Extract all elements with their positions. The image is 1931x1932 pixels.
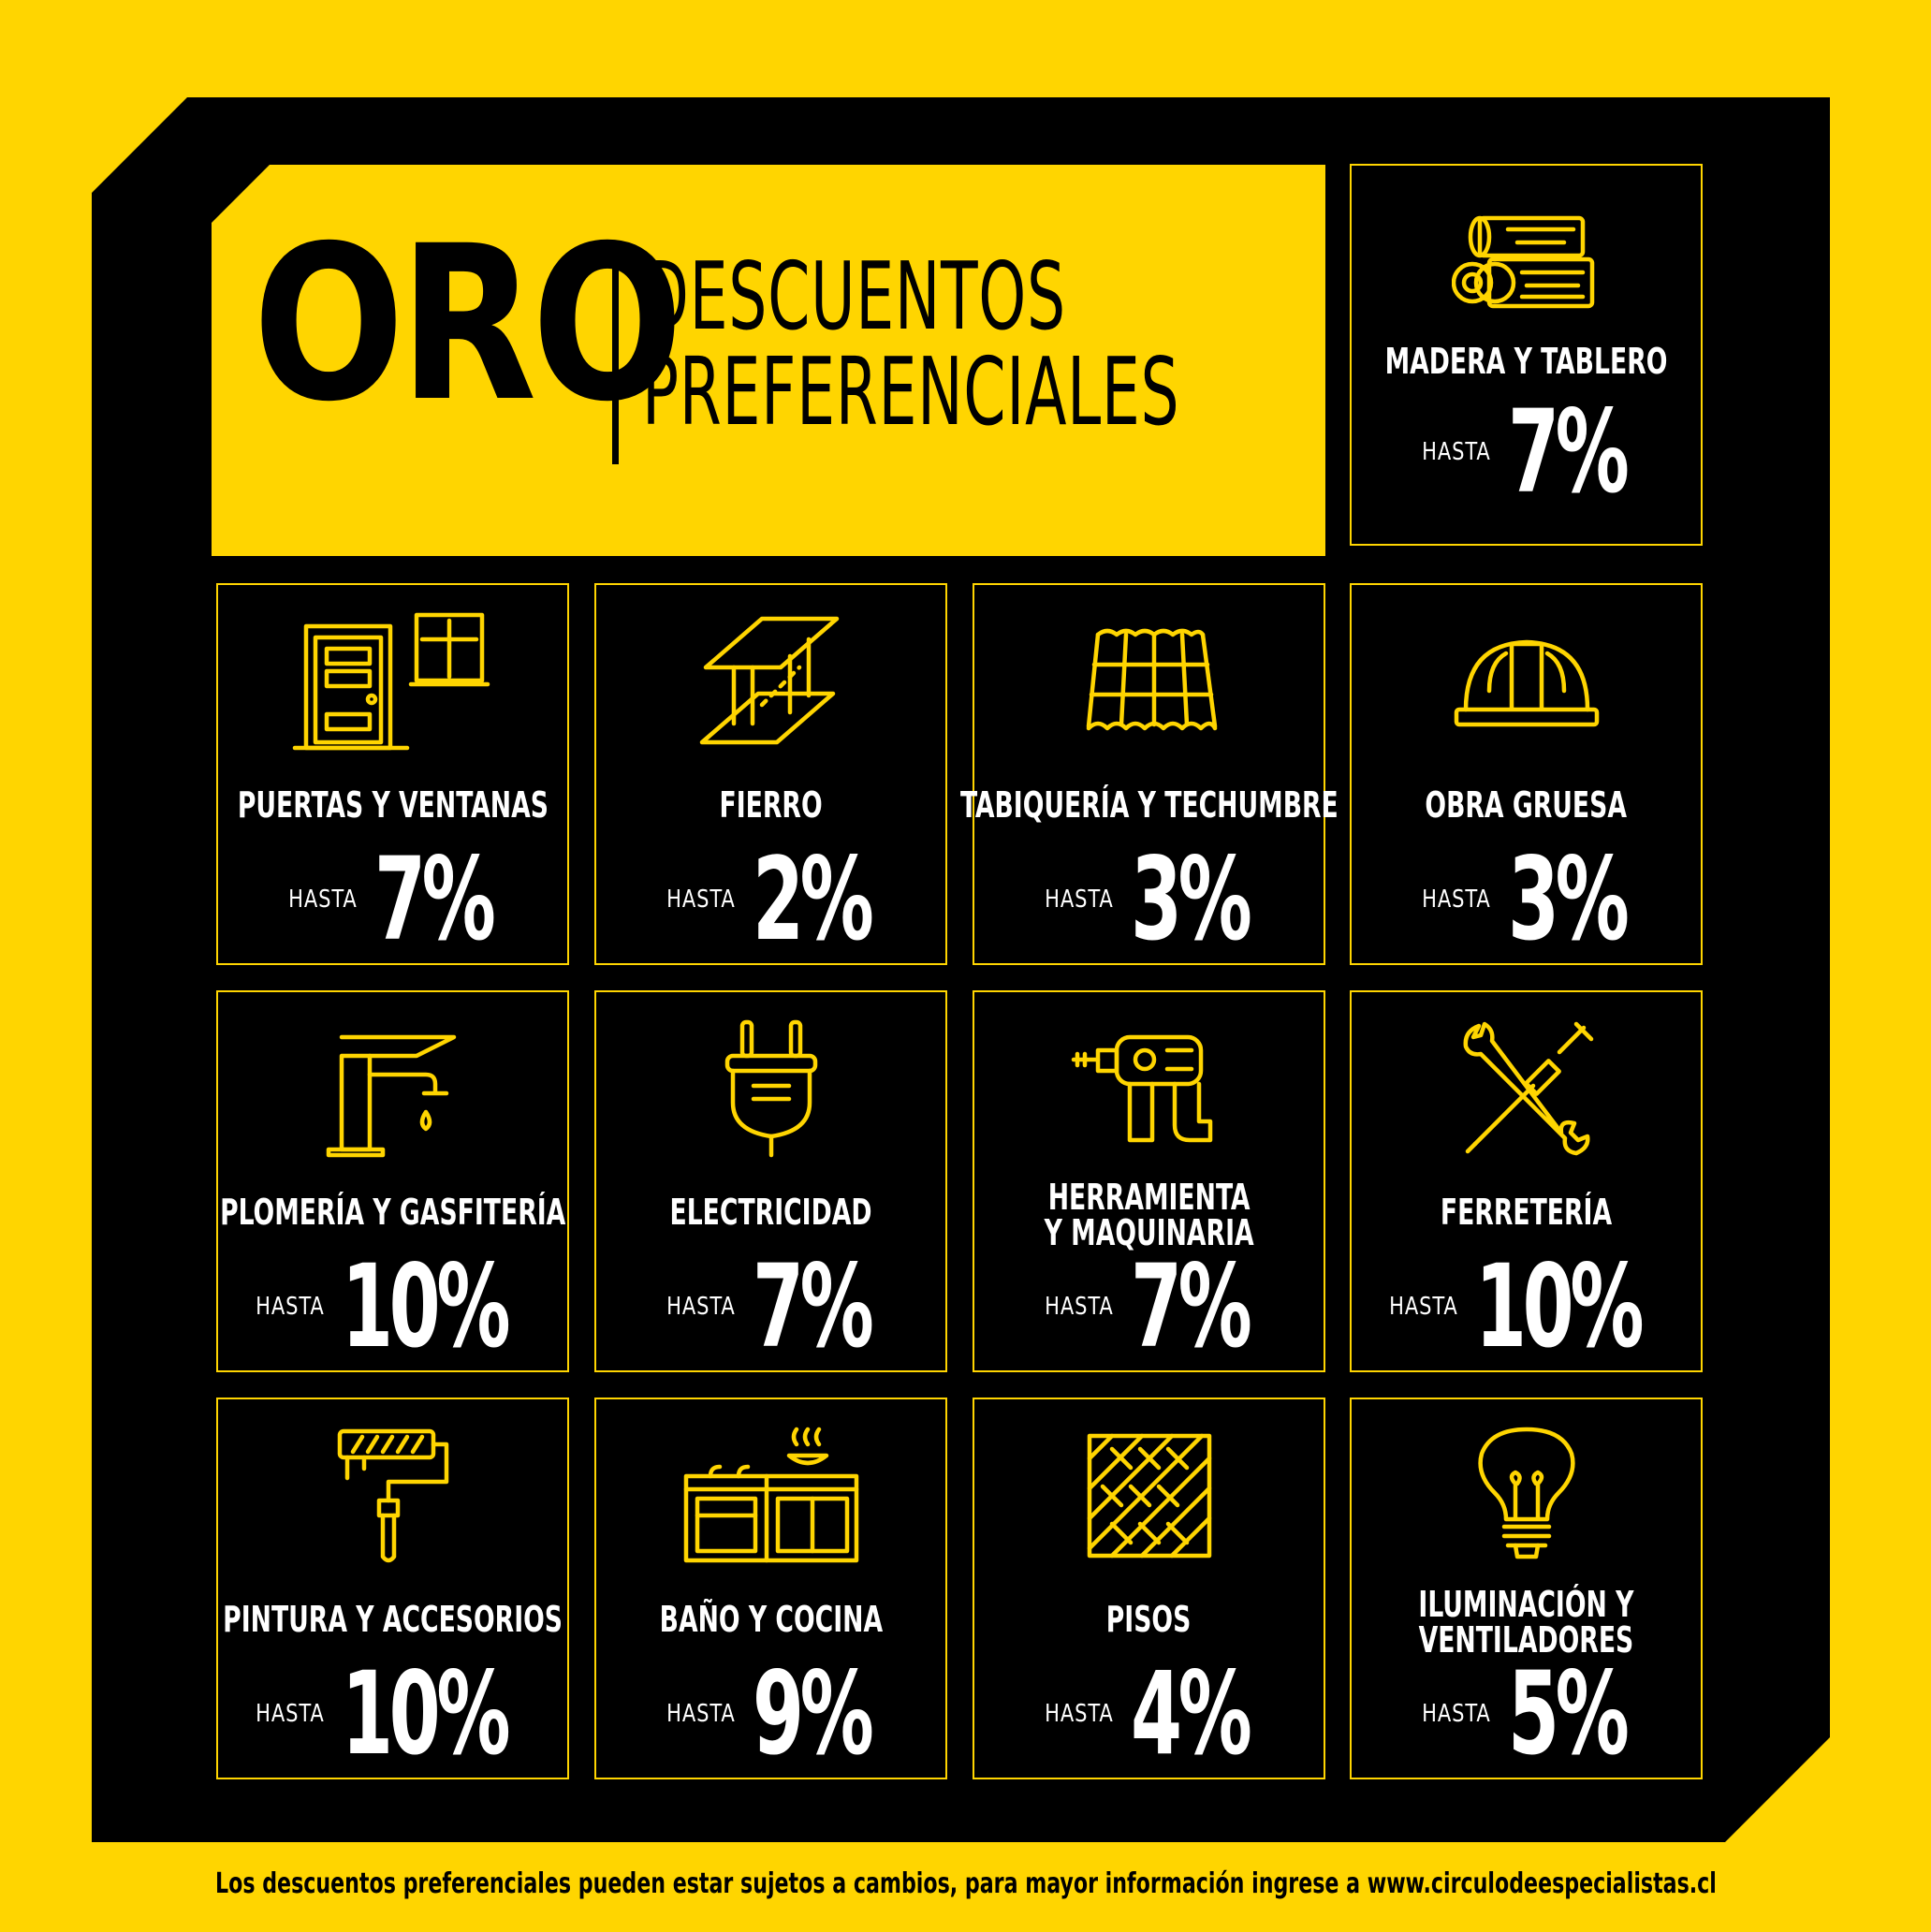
kitchen-icon — [596, 1426, 945, 1566]
discount-row: HASTA 7% — [974, 1240, 1324, 1373]
discount-value: 10% — [342, 1647, 511, 1780]
category-label: PUERTAS Y VENTANAS — [237, 784, 549, 826]
hard-hat-icon — [1352, 611, 1701, 752]
discount-value: 3% — [1508, 833, 1630, 966]
category-label: ELECTRICIDAD — [669, 1192, 872, 1233]
header-divider — [612, 266, 619, 464]
footer-text: Los descuentos preferenciales pueden est… — [214, 1867, 1717, 1900]
category-tile-pisos: PISOS HASTA 4% — [973, 1398, 1325, 1779]
category-label: ILUMINACIÓN Y VENTILADORES — [1418, 1584, 1634, 1661]
discount-row: HASTA 10% — [218, 1647, 567, 1780]
door-window-icon — [218, 611, 567, 752]
hasta-label: HASTA — [1422, 1700, 1492, 1728]
discount-row: HASTA 7% — [596, 1240, 945, 1373]
category-label: HERRAMIENTA Y MAQUINARIA — [1044, 1177, 1254, 1253]
discount-value: 10% — [1475, 1240, 1645, 1373]
discount-row: HASTA 7% — [218, 833, 567, 966]
subtitle-line-1: DESCUENTOS — [642, 242, 1066, 351]
hasta-label: HASTA — [256, 1293, 325, 1321]
discount-row: HASTA 3% — [974, 833, 1324, 966]
discount-row: HASTA 3% — [1352, 833, 1701, 966]
discount-value: 9% — [753, 1647, 874, 1780]
hasta-label: HASTA — [1045, 1293, 1115, 1321]
discount-value: 7% — [374, 833, 496, 966]
hasta-label: HASTA — [1045, 1700, 1115, 1728]
steel-beam-icon — [596, 611, 945, 752]
category-label: FIERRO — [719, 784, 823, 826]
category-label: PLOMERÍA Y GASFITERÍA — [219, 1192, 566, 1233]
category-tile-bano-cocina: BAÑO Y COCINA HASTA 9% — [594, 1398, 947, 1779]
paint-roller-icon — [218, 1426, 567, 1566]
roof-tiles-icon — [974, 611, 1324, 752]
brand-title: ORO — [253, 199, 683, 448]
category-tile-ferreteria: FERRETERÍA HASTA 10% — [1350, 990, 1703, 1372]
category-tile-obra-gruesa: OBRA GRUESA HASTA 3% — [1350, 583, 1703, 965]
category-label: PINTURA Y ACCESORIOS — [223, 1599, 563, 1640]
hasta-label: HASTA — [666, 886, 737, 914]
header-subtitle: DESCUENTOS PREFERENCIALES — [642, 249, 1179, 440]
hasta-label: HASTA — [666, 1293, 737, 1321]
category-tile-fierro: FIERRO HASTA 2% — [594, 583, 947, 965]
category-tile-plomeria: PLOMERÍA Y GASFITERÍA HASTA 10% — [216, 990, 569, 1372]
category-tile-electricidad: ELECTRICIDAD HASTA 7% — [594, 990, 947, 1372]
hasta-label: HASTA — [1422, 438, 1492, 466]
plug-icon — [596, 1018, 945, 1159]
category-tile-iluminacion: ILUMINACIÓN Y VENTILADORES HASTA 5% — [1350, 1398, 1703, 1779]
hasta-label: HASTA — [1389, 1293, 1458, 1321]
category-label: BAÑO Y COCINA — [659, 1599, 883, 1640]
category-tile-puertas: PUERTAS Y VENTANAS HASTA 7% — [216, 583, 569, 965]
discount-row: HASTA 2% — [596, 833, 945, 966]
light-bulb-icon — [1352, 1426, 1701, 1566]
discount-value: 7% — [1131, 1240, 1252, 1373]
hasta-label: HASTA — [666, 1700, 737, 1728]
header-banner: ORO DESCUENTOS PREFERENCIALES — [212, 165, 1325, 556]
category-label: MADERA Y TABLERO — [1384, 341, 1668, 382]
category-label: PISOS — [1106, 1599, 1192, 1640]
hasta-label: HASTA — [288, 886, 358, 914]
discount-value: 7% — [1508, 386, 1630, 519]
drill-icon — [974, 1018, 1324, 1159]
hasta-label: HASTA — [1045, 886, 1115, 914]
hasta-label: HASTA — [1422, 886, 1492, 914]
category-label: OBRA GRUESA — [1425, 784, 1628, 826]
discount-value: 4% — [1131, 1647, 1252, 1780]
discount-value: 5% — [1508, 1647, 1630, 1780]
category-tile-tabiqueria: TABIQUERÍA Y TECHUMBRE HASTA 3% — [959, 583, 1339, 966]
subtitle-line-2: PREFERENCIALES — [642, 337, 1180, 446]
wood-logs-icon — [1352, 192, 1701, 332]
parquet-floor-icon — [974, 1426, 1324, 1566]
category-tile-herramienta: HERRAMIENTA Y MAQUINARIA HASTA 7% — [973, 990, 1325, 1372]
discount-value: 7% — [753, 1240, 874, 1373]
category-tile-madera: MADERA Y TABLERO HASTA 7% — [1350, 164, 1703, 546]
discount-row: HASTA 5% — [1352, 1647, 1701, 1780]
discount-value: 10% — [342, 1240, 511, 1373]
discount-row: HASTA 10% — [1352, 1240, 1701, 1373]
discount-value: 2% — [753, 833, 874, 966]
category-label: TABIQUERÍA Y TECHUMBRE — [959, 784, 1339, 826]
footer-disclaimer: Los descuentos preferenciales pueden est… — [0, 1867, 1931, 1900]
discount-row: HASTA 4% — [974, 1647, 1324, 1780]
discount-value: 3% — [1131, 833, 1252, 966]
discount-row: HASTA 7% — [1352, 386, 1701, 519]
wrench-screwdriver-icon — [1352, 1018, 1701, 1159]
hasta-label: HASTA — [256, 1700, 325, 1728]
category-tile-pintura: PINTURA Y ACCESORIOS HASTA 10% — [216, 1398, 569, 1779]
discount-row: HASTA 10% — [218, 1240, 567, 1373]
discount-row: HASTA 9% — [596, 1647, 945, 1780]
category-label: FERRETERÍA — [1440, 1192, 1613, 1233]
faucet-icon — [218, 1018, 567, 1159]
